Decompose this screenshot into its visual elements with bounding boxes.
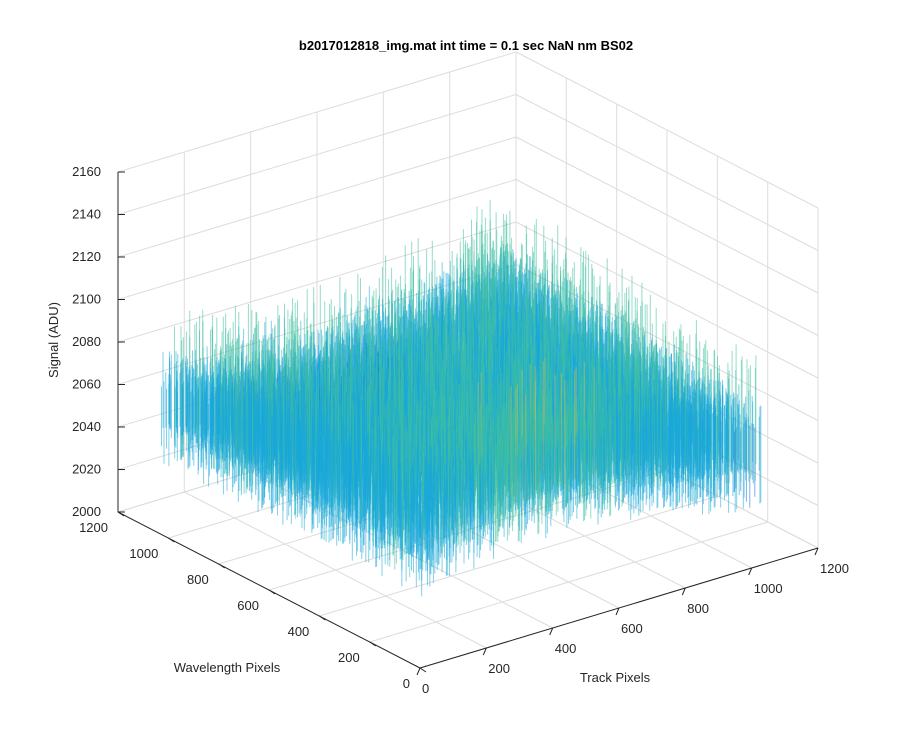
grid-line (515, 136, 819, 294)
grid-line (369, 521, 768, 643)
surface-data (161, 199, 762, 597)
grid-line (319, 495, 718, 617)
grid-line (117, 179, 517, 300)
grid-line (515, 179, 819, 336)
grid-line (117, 136, 517, 258)
grid-line (117, 221, 517, 343)
grid-line (515, 94, 819, 251)
grid-line (117, 51, 517, 173)
grid-line (515, 51, 819, 209)
grid-line (117, 94, 517, 215)
